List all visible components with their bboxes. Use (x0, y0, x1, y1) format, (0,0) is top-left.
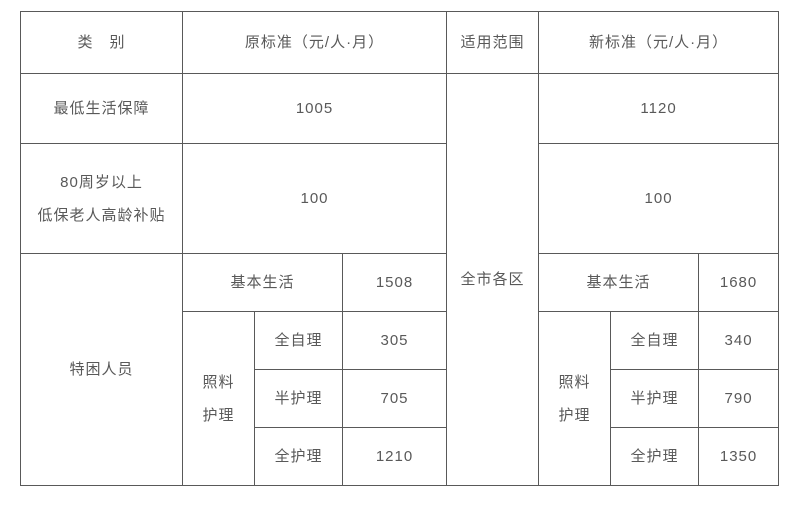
standards-table: 类 别 原标准（元/人·月） 适用范围 新标准（元/人·月） 最低生活保障 10… (20, 11, 779, 486)
header-category: 类 别 (21, 12, 183, 74)
min-living-label: 最低生活保障 (21, 74, 183, 144)
min-living-new: 1120 (539, 74, 779, 144)
self-care-old: 305 (343, 312, 447, 370)
basic-life-label-new: 基本生活 (539, 254, 699, 312)
basic-life-old: 1508 (343, 254, 447, 312)
header-scope: 适用范围 (447, 12, 539, 74)
min-living-old: 1005 (183, 74, 447, 144)
half-care-label-old: 半护理 (255, 370, 343, 428)
scope-value: 全市各区 (447, 74, 539, 486)
destitute-label: 特困人员 (21, 254, 183, 486)
basic-life-label-old: 基本生活 (183, 254, 343, 312)
row-basic-life: 特困人员 基本生活 1508 基本生活 1680 (21, 254, 779, 312)
full-care-new: 1350 (699, 428, 779, 486)
full-care-old: 1210 (343, 428, 447, 486)
care-label-new: 照料 护理 (539, 312, 611, 486)
self-care-label-new: 全自理 (611, 312, 699, 370)
half-care-old: 705 (343, 370, 447, 428)
half-care-label-new: 半护理 (611, 370, 699, 428)
elderly-subsidy-old: 100 (183, 144, 447, 254)
row-elderly-subsidy: 80周岁以上 低保老人高龄补贴 100 100 (21, 144, 779, 254)
full-care-label-new: 全护理 (611, 428, 699, 486)
header-row: 类 别 原标准（元/人·月） 适用范围 新标准（元/人·月） (21, 12, 779, 74)
self-care-new: 340 (699, 312, 779, 370)
self-care-label-old: 全自理 (255, 312, 343, 370)
half-care-new: 790 (699, 370, 779, 428)
care-label-old: 照料 护理 (183, 312, 255, 486)
row-min-living: 最低生活保障 1005 全市各区 1120 (21, 74, 779, 144)
full-care-label-old: 全护理 (255, 428, 343, 486)
page-wrapper: { "table": { "type": "table", "backgroun… (0, 0, 800, 511)
elderly-subsidy-new: 100 (539, 144, 779, 254)
header-old-standard: 原标准（元/人·月） (183, 12, 447, 74)
header-new-standard: 新标准（元/人·月） (539, 12, 779, 74)
elderly-subsidy-label: 80周岁以上 低保老人高龄补贴 (21, 144, 183, 254)
basic-life-new: 1680 (699, 254, 779, 312)
